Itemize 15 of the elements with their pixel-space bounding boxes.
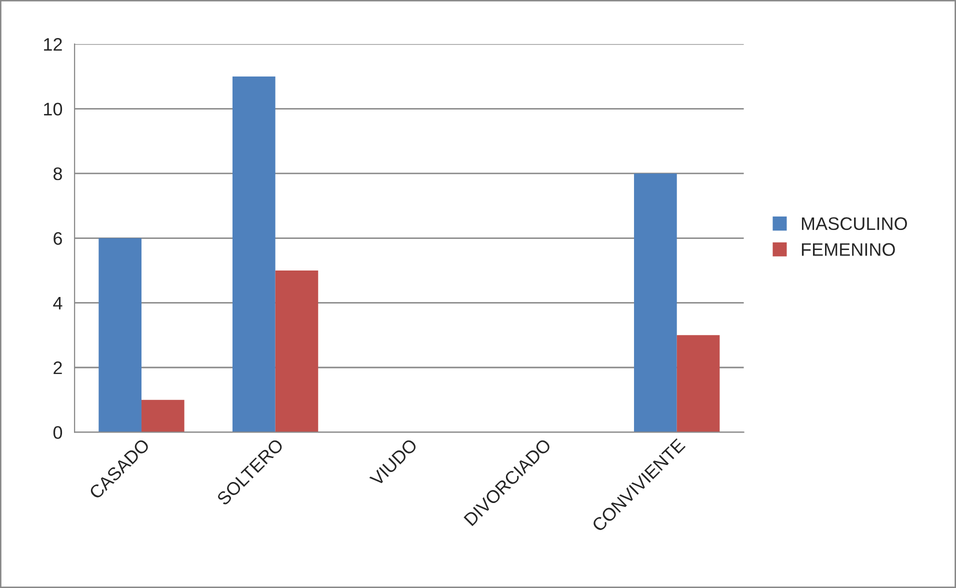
bar <box>232 76 276 432</box>
y-tick-label: 0 <box>53 426 62 439</box>
bar <box>676 335 720 432</box>
bar <box>98 238 142 432</box>
y-tick-label: 12 <box>44 38 62 51</box>
y-tick-label: 6 <box>54 232 62 245</box>
y-tick-label: 8 <box>54 167 62 180</box>
bar <box>634 173 677 432</box>
bar <box>141 400 184 432</box>
y-tick-label: 2 <box>54 361 62 374</box>
bar <box>275 270 318 432</box>
legend-label: MASCULINO <box>802 217 907 230</box>
legend-label: FEMENINO <box>802 243 895 256</box>
y-tick-label: 10 <box>44 102 62 116</box>
y-tick-label: 4 <box>53 296 62 310</box>
